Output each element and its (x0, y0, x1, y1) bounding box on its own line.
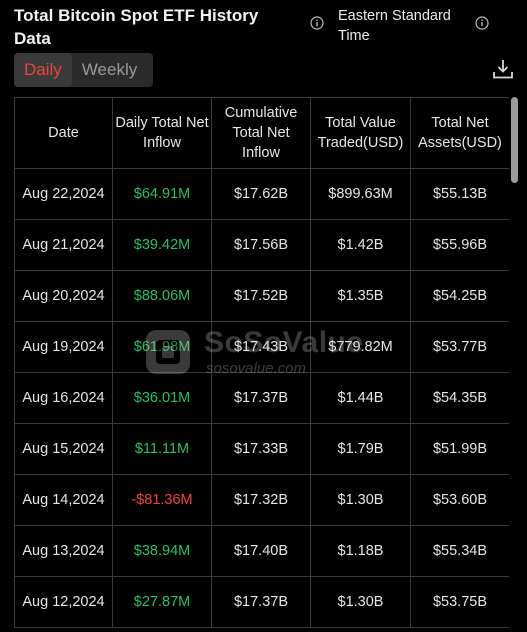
traded-cell: $1.79B (310, 423, 411, 475)
assets-cell: $55.34B (410, 525, 509, 577)
inflow-cell: $36.01M (112, 372, 212, 424)
cumulative-cell: $17.43B (211, 321, 311, 373)
date-cell: Aug 15,2024 (14, 423, 113, 475)
table-row: Aug 20,2024 $88.06M $17.52B $1.35B $54.2… (14, 270, 509, 322)
assets-cell: $55.13B (410, 168, 509, 220)
assets-cell: $51.99B (410, 423, 509, 475)
table-row: Aug 19,2024 $61.98M $17.43B $779.82M $53… (14, 321, 509, 373)
cumulative-cell: $17.37B (211, 576, 311, 628)
cumulative-cell: $17.37B (211, 372, 311, 424)
date-cell: Aug 22,2024 (14, 168, 113, 220)
date-cell: Aug 21,2024 (14, 219, 113, 271)
tab-weekly[interactable]: Weekly (81, 60, 138, 79)
traded-cell: $899.63M (310, 168, 411, 220)
traded-cell: $1.35B (310, 270, 411, 322)
cumulative-cell: $17.33B (211, 423, 311, 475)
traded-cell: $1.30B (310, 576, 411, 628)
inflow-cell: $38.94M (112, 525, 212, 577)
cumulative-cell: $17.52B (211, 270, 311, 322)
cumulative-cell: $17.40B (211, 525, 311, 577)
timezone-label: Eastern Standard Time (338, 8, 451, 44)
date-cell: Aug 19,2024 (14, 321, 113, 373)
assets-cell: $53.77B (410, 321, 509, 373)
inflow-cell: -$81.36M (112, 474, 212, 526)
traded-cell: $1.30B (310, 474, 411, 526)
table-row: Aug 15,2024 $11.11M $17.33B $1.79B $51.9… (14, 423, 509, 475)
download-icon[interactable] (492, 58, 514, 85)
column-header-daily-inflow: Daily Total Net Inflow (112, 97, 212, 169)
table-row: Aug 21,2024 $39.42M $17.56B $1.42B $55.9… (14, 219, 509, 271)
period-toggle: Daily Weekly (14, 53, 153, 87)
column-header-date: Date (14, 97, 113, 169)
cumulative-cell: $17.32B (211, 474, 311, 526)
info-icon[interactable] (475, 16, 489, 30)
column-header-cumulative-inflow: Cumulative Total Net Inflow (211, 97, 311, 169)
inflow-cell: $11.11M (112, 423, 212, 475)
header: Total Bitcoin Spot ETF History Data East… (0, 0, 527, 96)
table-row: Aug 22,2024 $64.91M $17.62B $899.63M $55… (14, 168, 509, 220)
date-cell: Aug 13,2024 (14, 525, 113, 577)
inflow-cell: $88.06M (112, 270, 212, 322)
inflow-cell: $39.42M (112, 219, 212, 271)
inflow-cell: $61.98M (112, 321, 212, 373)
tab-daily[interactable]: Daily (14, 53, 72, 87)
traded-cell: $1.42B (310, 219, 411, 271)
assets-cell: $53.75B (410, 576, 509, 628)
traded-cell: $779.82M (310, 321, 411, 373)
cumulative-cell: $17.62B (211, 168, 311, 220)
date-cell: Aug 14,2024 (14, 474, 113, 526)
traded-cell: $1.18B (310, 525, 411, 577)
scrollbar-thumb[interactable] (511, 97, 518, 183)
assets-cell: $53.60B (410, 474, 509, 526)
date-cell: Aug 12,2024 (14, 576, 113, 628)
cumulative-cell: $17.56B (211, 219, 311, 271)
assets-cell: $54.25B (410, 270, 509, 322)
date-cell: Aug 16,2024 (14, 372, 113, 424)
table-row: Aug 12,2024 $27.87M $17.37B $1.30B $53.7… (14, 576, 509, 628)
table-header-row: Date Daily Total Net Inflow Cumulative T… (14, 97, 509, 169)
etf-history-table: Date Daily Total Net Inflow Cumulative T… (14, 97, 509, 632)
table-row: Aug 13,2024 $38.94M $17.40B $1.18B $55.3… (14, 525, 509, 577)
column-header-net-assets: Total Net Assets(USD) (410, 97, 509, 169)
traded-cell: $1.44B (310, 372, 411, 424)
info-icon[interactable] (310, 16, 324, 30)
page-title: Total Bitcoin Spot ETF History Data (14, 6, 259, 48)
inflow-cell: $64.91M (112, 168, 212, 220)
assets-cell: $54.35B (410, 372, 509, 424)
column-header-value-traded: Total Value Traded(USD) (310, 97, 411, 169)
date-cell: Aug 20,2024 (14, 270, 113, 322)
inflow-cell: $27.87M (112, 576, 212, 628)
assets-cell: $55.96B (410, 219, 509, 271)
table-row: Aug 14,2024 -$81.36M $17.32B $1.30B $53.… (14, 474, 509, 526)
table-row: Aug 16,2024 $36.01M $17.37B $1.44B $54.3… (14, 372, 509, 424)
